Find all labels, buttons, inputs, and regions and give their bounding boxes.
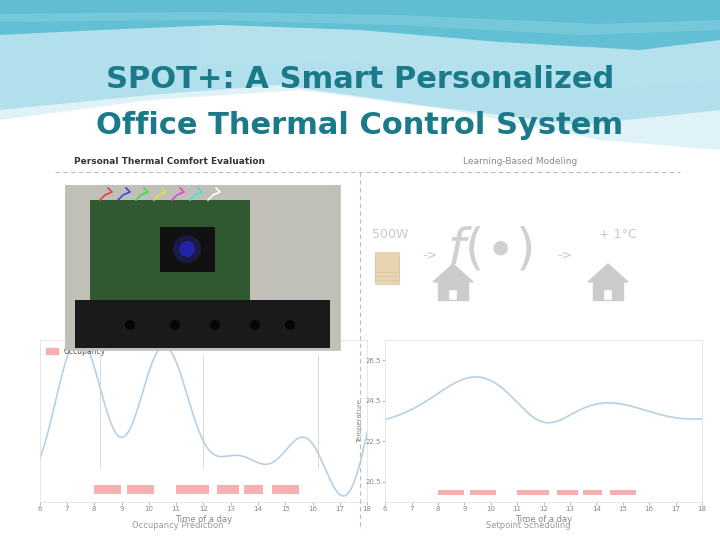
Circle shape xyxy=(250,320,260,330)
Text: 500W: 500W xyxy=(372,228,408,241)
Bar xyxy=(438,281,468,300)
Text: $f(\bullet)$: $f(\bullet)$ xyxy=(447,225,533,275)
Circle shape xyxy=(173,235,201,263)
Polygon shape xyxy=(0,0,720,24)
Bar xyxy=(271,484,299,494)
Bar xyxy=(127,484,154,494)
Polygon shape xyxy=(0,0,720,125)
Y-axis label: Temperature: Temperature xyxy=(356,399,363,443)
X-axis label: Time of a day: Time of a day xyxy=(175,515,232,524)
Circle shape xyxy=(285,320,295,330)
Polygon shape xyxy=(200,0,720,90)
Bar xyxy=(593,281,623,300)
Bar xyxy=(375,256,399,276)
Text: Office Thermal Control System: Office Thermal Control System xyxy=(96,111,624,139)
Bar xyxy=(90,200,250,300)
Bar xyxy=(583,490,602,495)
Bar xyxy=(160,227,215,272)
Bar xyxy=(449,290,457,300)
Bar xyxy=(469,490,496,495)
Polygon shape xyxy=(0,0,720,150)
Circle shape xyxy=(170,320,180,330)
Polygon shape xyxy=(433,264,473,282)
Circle shape xyxy=(210,320,220,330)
FancyBboxPatch shape xyxy=(65,185,340,350)
Polygon shape xyxy=(0,0,720,35)
Bar xyxy=(65,185,340,350)
Text: + 1°C: + 1°C xyxy=(599,228,636,241)
Bar xyxy=(557,490,578,495)
Text: Personal Thermal Comfort Evaluation: Personal Thermal Comfort Evaluation xyxy=(74,158,266,166)
Text: Lunch: Lunch xyxy=(194,343,213,348)
Bar xyxy=(176,484,209,494)
Text: ->: -> xyxy=(423,248,438,261)
Legend: Occupancy: Occupancy xyxy=(43,344,109,359)
Text: Leave office: Leave office xyxy=(299,343,337,348)
Bar xyxy=(375,264,399,284)
Text: SPOT+: A Smart Personalized: SPOT+: A Smart Personalized xyxy=(106,65,614,94)
Text: ->: -> xyxy=(557,248,572,261)
X-axis label: Time of a day: Time of a day xyxy=(515,515,572,524)
Bar xyxy=(375,252,399,272)
Bar xyxy=(517,490,549,495)
Bar xyxy=(610,490,636,495)
Polygon shape xyxy=(588,264,628,282)
Text: Occupancy Prediction: Occupancy Prediction xyxy=(132,522,224,530)
Bar xyxy=(90,200,250,300)
Circle shape xyxy=(125,320,135,330)
Bar xyxy=(244,484,264,494)
Circle shape xyxy=(179,241,195,257)
Text: Setpoint Scheduling: Setpoint Scheduling xyxy=(486,522,570,530)
Bar xyxy=(75,300,330,348)
Bar xyxy=(375,260,399,280)
Text: Arrive office: Arrive office xyxy=(81,343,119,348)
Bar xyxy=(217,484,239,494)
Polygon shape xyxy=(0,0,720,50)
Bar xyxy=(94,484,122,494)
Bar xyxy=(603,290,613,300)
Bar xyxy=(438,490,464,495)
Text: Learning-Based Modeling: Learning-Based Modeling xyxy=(463,158,577,166)
